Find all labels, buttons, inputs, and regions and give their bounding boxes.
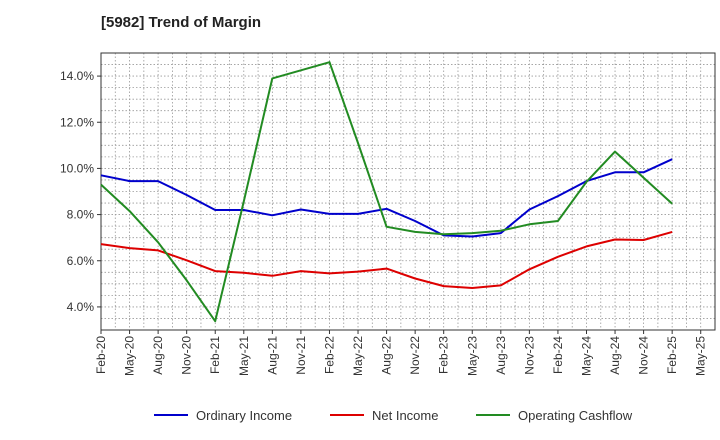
x-tick-label: May-21 <box>237 336 251 376</box>
y-tick-label: 4.0% <box>67 300 95 314</box>
y-axis: 4.0% 6.0% 8.0% 10.0% 12.0% 14.0% <box>60 69 101 314</box>
x-tick-label: Feb-22 <box>322 336 336 374</box>
x-tick-label: May-20 <box>123 336 137 376</box>
plot-frame <box>100 52 716 331</box>
x-tick-label: Aug-20 <box>151 336 165 375</box>
x-tick-label: Aug-24 <box>608 336 622 375</box>
y-tick-label: 6.0% <box>67 254 95 268</box>
grid <box>101 53 715 330</box>
legend: Ordinary Income Net Income Operating Cashf… <box>154 408 633 423</box>
legend-label-ordinary-income: Ordinary Income <box>196 408 292 423</box>
x-tick-label: Aug-21 <box>265 336 279 375</box>
y-tick-label: 12.0% <box>60 115 94 129</box>
y-tick-label: 14.0% <box>60 69 94 83</box>
chart-title: [5982] Trend of Margin <box>101 14 262 31</box>
x-tick-label: May-22 <box>351 336 365 376</box>
x-tick-label: Nov-20 <box>180 336 194 375</box>
x-tick-label: Aug-23 <box>494 336 508 375</box>
series-line-ordinary-income <box>100 158 673 238</box>
series-lines <box>100 61 673 323</box>
x-tick-label: Nov-23 <box>522 336 536 375</box>
x-tick-label: Feb-25 <box>665 336 679 374</box>
y-tick-label: 10.0% <box>60 161 94 175</box>
x-tick-label: May-23 <box>465 336 479 376</box>
series-line-operating-cashflow <box>100 61 673 323</box>
x-axis: Feb-20 May-20 Aug-20 Nov-20 Feb-21 May-21 Aug-… <box>94 330 708 376</box>
x-tick-label: Feb-23 <box>437 336 451 374</box>
legend-label-net-income: Net Income <box>372 408 438 423</box>
x-tick-label: Aug-22 <box>380 336 394 375</box>
y-tick-label: 8.0% <box>67 208 95 222</box>
x-tick-label: Nov-22 <box>408 336 422 375</box>
x-tick-label: May-24 <box>579 336 593 376</box>
x-tick-label: Nov-21 <box>294 336 308 375</box>
x-tick-label: May-25 <box>694 336 708 376</box>
legend-label-operating-cashflow: Operating Cashflow <box>518 408 633 423</box>
x-tick-label: Nov-24 <box>637 336 651 375</box>
x-tick-label: Feb-24 <box>551 336 565 374</box>
series-line-net-income <box>100 230 673 289</box>
x-tick-label: Feb-21 <box>208 336 222 374</box>
x-tick-label: Feb-20 <box>94 336 108 374</box>
